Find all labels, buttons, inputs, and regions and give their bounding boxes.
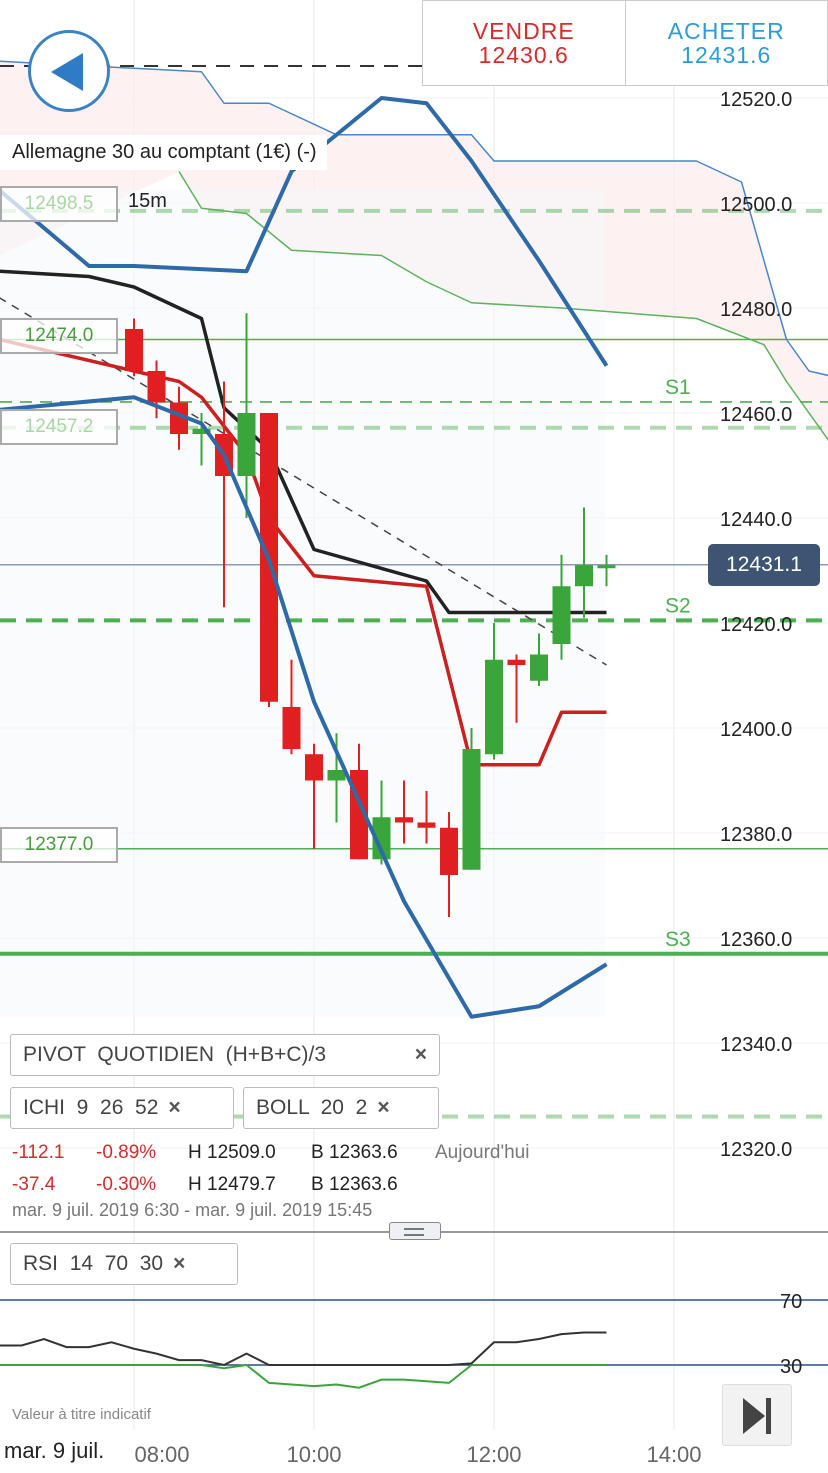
y-axis-tick-label: 12420.0 bbox=[720, 614, 792, 636]
indicator-params: 9 26 52 bbox=[76, 1096, 159, 1119]
candle-body bbox=[485, 659, 503, 755]
dashed-trend-line bbox=[0, 297, 607, 666]
indicator-name: ICHI bbox=[23, 1096, 65, 1119]
period-label: Aujourd'hui bbox=[435, 1142, 530, 1163]
bollinger-upper-line bbox=[0, 96, 609, 367]
change-value: -37.4 bbox=[12, 1174, 56, 1195]
x-icon[interactable]: × bbox=[168, 1096, 181, 1119]
trade-panel: VENDRE 12430.6 ACHETER 12431.6 bbox=[422, 0, 828, 86]
sell-button[interactable]: VENDRE 12430.6 bbox=[423, 1, 626, 85]
triangle-left-icon bbox=[51, 53, 83, 91]
buy-button[interactable]: ACHETER 12431.6 bbox=[626, 1, 828, 85]
bollinger-band-fill bbox=[0, 189, 605, 1017]
level-label: 12377.0 bbox=[0, 827, 118, 863]
date-label: mar. 9 juil. bbox=[0, 1436, 107, 1468]
candle-body bbox=[237, 413, 256, 476]
indicator-params: QUOTIDIEN (H+B+C)/3 bbox=[97, 1043, 327, 1066]
low-value: B 12363.6 bbox=[311, 1142, 398, 1163]
candle-body bbox=[575, 565, 593, 587]
y-axis-tick-label: 12500.0 bbox=[720, 194, 792, 216]
rsi-line bbox=[0, 1331, 607, 1367]
y-axis-tick-label: 12460.0 bbox=[720, 404, 792, 426]
pivot-label-s1: S1 bbox=[665, 376, 691, 399]
rsi-level-label: 30 bbox=[780, 1356, 802, 1378]
candle-body bbox=[395, 817, 413, 823]
x-icon[interactable]: × bbox=[173, 1252, 186, 1275]
boll-indicator-chip[interactable]: BOLL 20 2 × bbox=[243, 1087, 439, 1129]
low-value: B 12363.6 bbox=[311, 1174, 398, 1195]
ichimoku-span-b-line bbox=[178, 171, 828, 441]
ichi-indicator-chip[interactable]: ICHI 9 26 52 × bbox=[10, 1087, 234, 1129]
stats-view: -37.4 -0.30% H 12479.7 B 12363.6 bbox=[12, 1174, 398, 1196]
rsi-oversold-line bbox=[0, 1363, 607, 1389]
buy-label: ACHETER bbox=[667, 18, 785, 44]
candle-body bbox=[327, 770, 346, 781]
high-value: H 12479.7 bbox=[188, 1174, 276, 1195]
high-value: H 12509.0 bbox=[188, 1142, 276, 1163]
indicator-params: 20 2 bbox=[320, 1096, 368, 1119]
level-label: 12498.5 bbox=[0, 186, 118, 222]
instrument-title: Allemagne 30 au comptant (1€) (-) bbox=[0, 135, 327, 170]
candle-body bbox=[192, 428, 211, 434]
x-icon[interactable]: × bbox=[414, 1043, 427, 1066]
change-percent: -0.89% bbox=[96, 1142, 157, 1163]
drag-handle-icon[interactable] bbox=[389, 1222, 441, 1240]
candle-body bbox=[440, 827, 458, 875]
timeframe[interactable]: 15m bbox=[128, 190, 167, 212]
indicator-params: 14 70 30 bbox=[69, 1252, 164, 1275]
pivot-label-s3: S3 bbox=[665, 928, 691, 951]
indicator-name: RSI bbox=[23, 1252, 59, 1275]
change-percent: -0.30% bbox=[96, 1174, 157, 1195]
stats-today: -112.1 -0.89% H 12509.0 B 12363.6 Aujourd'hu… bbox=[12, 1142, 529, 1164]
y-axis-tick-label: 12360.0 bbox=[720, 929, 792, 951]
current-price-label: 12431.1 bbox=[708, 544, 820, 586]
pivot-label-s2: S2 bbox=[665, 594, 691, 617]
scroll-to-latest-button[interactable] bbox=[722, 1384, 792, 1446]
indicator-name: PIVOT bbox=[23, 1043, 86, 1066]
indicator-name: BOLL bbox=[256, 1096, 309, 1119]
y-axis-tick-label: 12320.0 bbox=[720, 1139, 792, 1161]
y-axis-tick-label: 12520.0 bbox=[720, 89, 792, 111]
y-axis-tick-label: 12440.0 bbox=[720, 509, 792, 531]
x-axis-tick-label: 08:00 bbox=[134, 1442, 189, 1467]
y-axis-tick-label: 12380.0 bbox=[720, 824, 792, 846]
sell-label: VENDRE bbox=[472, 18, 575, 44]
x-icon[interactable]: × bbox=[377, 1096, 390, 1119]
candle-body bbox=[417, 822, 436, 828]
skip-to-end-icon bbox=[743, 1398, 771, 1434]
candle-body bbox=[462, 749, 481, 870]
candle-body bbox=[282, 707, 301, 749]
ichimoku-span-a-line bbox=[0, 60, 828, 377]
level-label: 12457.2 bbox=[0, 409, 118, 445]
candle-body bbox=[530, 654, 548, 681]
sell-price: 12430.6 bbox=[478, 42, 569, 68]
y-axis-tick-label: 12480.0 bbox=[720, 299, 792, 321]
level-label: 12474.0 bbox=[0, 318, 118, 354]
y-axis-tick-label: 12340.0 bbox=[720, 1034, 792, 1056]
pivot-indicator-chip[interactable]: PIVOT QUOTIDIEN (H+B+C)/3 × bbox=[10, 1034, 440, 1076]
candle-body bbox=[507, 659, 526, 665]
x-axis-tick-label: 12:00 bbox=[466, 1442, 521, 1467]
bollinger-middle-line bbox=[0, 337, 607, 767]
date-range: mar. 9 juil. 2019 6:30 - mar. 9 juil. 20… bbox=[12, 1200, 373, 1220]
candle-body bbox=[147, 371, 166, 403]
indicative-value-note: Valeur à titre indicatif bbox=[12, 1406, 151, 1423]
buy-price: 12431.6 bbox=[681, 42, 772, 68]
candle-body bbox=[372, 817, 391, 860]
back-button[interactable] bbox=[28, 30, 110, 112]
candle-body bbox=[597, 565, 616, 569]
x-axis-tick-label: 14:00 bbox=[646, 1442, 701, 1467]
rsi-indicator-chip[interactable]: RSI 14 70 30 × bbox=[10, 1243, 238, 1285]
candle-body bbox=[305, 754, 323, 781]
x-axis-tick-label: 10:00 bbox=[286, 1442, 341, 1467]
candle-body bbox=[125, 329, 143, 371]
bollinger-lower-line bbox=[0, 395, 608, 1019]
rsi-level-label: 70 bbox=[780, 1291, 802, 1313]
y-axis-tick-label: 12400.0 bbox=[720, 719, 792, 741]
candle-body bbox=[170, 402, 188, 434]
candle-body bbox=[552, 586, 571, 644]
change-value: -112.1 bbox=[12, 1142, 65, 1163]
